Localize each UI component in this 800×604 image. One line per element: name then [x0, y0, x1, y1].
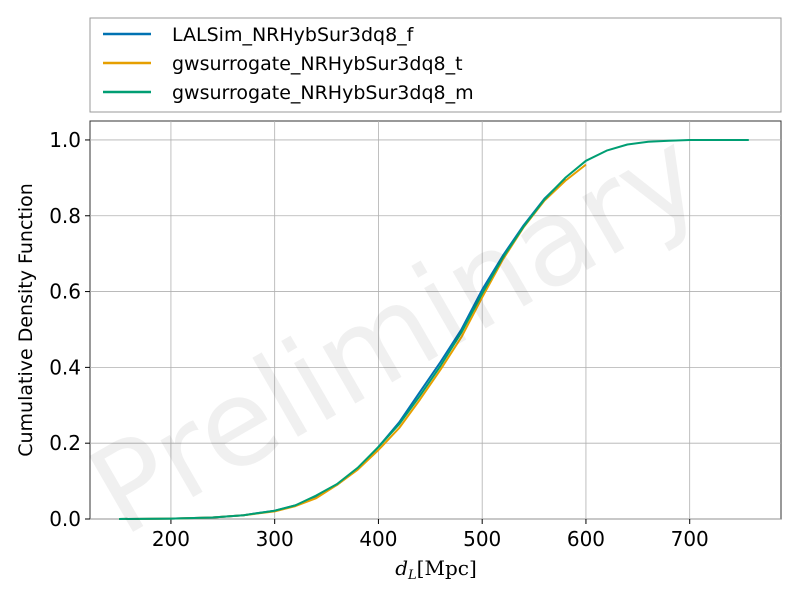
x-tick-label: 300 — [256, 527, 294, 551]
series-line-3 — [119, 139, 749, 520]
legend-label-1: LALSim_NRHybSur3dq8_f — [172, 24, 415, 46]
y-tick-label: 0.0 — [49, 507, 81, 531]
legend-label-3: gwsurrogate_NRHybSur3dq8_m — [172, 82, 474, 104]
x-axis-label-unit: [Mpc] — [417, 556, 477, 580]
x-tick-label: 200 — [152, 527, 190, 551]
legend-frame — [89, 17, 782, 113]
x-tick-label: 600 — [567, 527, 605, 551]
legend: LALSim_NRHybSur3dq8_f gwsurrogate_NRHybSu… — [89, 17, 782, 113]
y-axis-ticks: 0.0 0.2 0.4 0.6 0.8 1.0 — [49, 128, 90, 531]
y-tick-label: 0.6 — [49, 280, 81, 304]
x-axis-label-symbol: d — [395, 556, 408, 580]
grid — [90, 121, 781, 520]
x-tick-label: 400 — [359, 527, 397, 551]
y-tick-label: 0.4 — [49, 355, 81, 379]
series-lines — [119, 139, 749, 520]
y-axis-label: Cumulative Density Function — [15, 183, 37, 457]
y-tick-label: 1.0 — [49, 128, 81, 152]
x-axis-ticks: 200 300 400 500 600 700 — [152, 519, 709, 551]
x-tick-label: 500 — [463, 527, 501, 551]
y-tick-label: 0.8 — [49, 204, 81, 228]
y-tick-label: 0.2 — [49, 431, 81, 455]
x-axis-label-subscript: L — [407, 568, 417, 583]
x-axis-label: dL[Mpc] — [395, 556, 477, 583]
watermark-text: Preliminary — [68, 104, 724, 563]
x-tick-label: 700 — [671, 527, 709, 551]
legend-label-2: gwsurrogate_NRHybSur3dq8_t — [172, 53, 463, 75]
